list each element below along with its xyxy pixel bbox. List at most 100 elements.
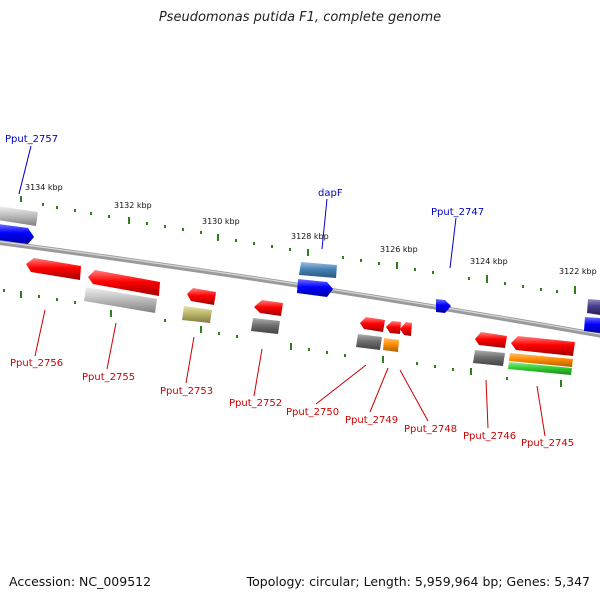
gene-arrow[interactable]: [88, 270, 160, 296]
gene-label[interactable]: Pput_2755: [82, 372, 135, 383]
scale-tick: [289, 248, 291, 251]
scale-tick: [90, 212, 92, 215]
gene-arrow[interactable]: [297, 279, 333, 297]
scale-label: 3132 kbp: [114, 201, 152, 210]
gene-label[interactable]: Pput_2756: [10, 358, 63, 369]
gene-arrow[interactable]: [436, 299, 451, 313]
gene-arrow[interactable]: [26, 258, 81, 280]
scale-tick: [574, 286, 576, 294]
scale-label: 3122 kbp: [559, 267, 597, 276]
leader-line: [315, 364, 367, 405]
gene-label[interactable]: Pput_2757: [5, 134, 58, 145]
scale-tick: [360, 259, 362, 262]
gene-arrow[interactable]: [511, 336, 575, 356]
gene-arrow[interactable]: [386, 321, 401, 334]
scale-tick: [504, 282, 506, 285]
gene-arrow[interactable]: [587, 299, 600, 315]
gene-arrow[interactable]: [254, 300, 283, 316]
gene-label[interactable]: Pput_2747: [431, 207, 484, 218]
gene-arrow[interactable]: [383, 338, 399, 352]
scale-tick: [200, 231, 202, 234]
scale-tick: [271, 245, 273, 248]
gene-label[interactable]: Pput_2750: [286, 407, 339, 418]
leader-line: [536, 385, 546, 437]
scale-tick: [56, 206, 58, 209]
scale-tick: [344, 354, 346, 357]
scale-tick: [146, 222, 148, 225]
scale-tick: [3, 289, 5, 292]
gene-arrow[interactable]: [84, 287, 157, 313]
scale-tick: [74, 301, 76, 304]
leader-line: [449, 217, 457, 269]
scale-label: 3134 kbp: [25, 183, 63, 192]
scale-tick: [342, 256, 344, 259]
scale-tick: [506, 377, 508, 380]
scale-tick: [20, 196, 22, 202]
scale-label: 3130 kbp: [202, 217, 240, 226]
scale-tick: [307, 249, 309, 256]
leader-line: [34, 309, 46, 357]
scale-tick: [38, 295, 40, 298]
gene-arrow[interactable]: [473, 350, 505, 366]
scale-label: 3124 kbp: [470, 257, 508, 266]
gene-label[interactable]: Pput_2753: [160, 386, 213, 397]
scale-tick: [56, 298, 58, 301]
scale-tick: [522, 285, 524, 288]
scale-tick: [164, 225, 166, 228]
gene-arrow[interactable]: [356, 334, 382, 350]
gene-arrow[interactable]: [509, 353, 573, 367]
gene-arrow[interactable]: [0, 206, 38, 226]
inner-tick-ring: [3, 289, 562, 387]
inner-gene-track: [26, 258, 575, 375]
gene-arrow[interactable]: [508, 362, 572, 375]
gene-arrow[interactable]: [360, 317, 385, 332]
accession-label: Accession: NC_009512: [9, 574, 152, 589]
gene-arrow[interactable]: [400, 322, 412, 336]
gene-arrow[interactable]: [584, 317, 600, 333]
leader-line: [321, 198, 328, 250]
scale-tick: [470, 368, 472, 375]
leader-line: [253, 348, 263, 397]
leader-line: [399, 369, 429, 422]
scale-tick: [396, 262, 398, 269]
gene-label[interactable]: dapF: [318, 188, 343, 199]
gene-arrow[interactable]: [251, 318, 280, 334]
scale-tick: [416, 362, 418, 365]
scale-label: 3126 kbp: [380, 245, 418, 254]
genome-summary: Topology: circular; Length: 5,959,964 bp…: [246, 574, 590, 589]
scale-tick: [308, 348, 310, 351]
scale-tick: [20, 291, 22, 298]
scale-tick: [434, 365, 436, 368]
scale-tick: [164, 319, 166, 322]
leader-line: [485, 379, 489, 429]
gene-label[interactable]: Pput_2746: [463, 431, 516, 442]
scale-tick: [200, 326, 202, 333]
scale-tick: [290, 343, 292, 350]
scale-tick: [218, 332, 220, 335]
gene-arrow[interactable]: [299, 262, 337, 278]
leader-line: [18, 145, 32, 195]
scale-tick: [217, 234, 219, 241]
gene-arrow[interactable]: [0, 224, 34, 244]
scale-tick: [560, 380, 562, 387]
scale-tick: [74, 209, 76, 212]
scale-tick: [432, 271, 434, 274]
gene-label[interactable]: Pput_2752: [229, 398, 282, 409]
scale-tick: [540, 288, 542, 291]
gene-label[interactable]: Pput_2749: [345, 415, 398, 426]
gene-arrow[interactable]: [187, 288, 216, 305]
scale-tick: [382, 356, 384, 363]
leader-line: [185, 336, 195, 384]
gene-arrow[interactable]: [182, 306, 212, 323]
scale-tick: [253, 242, 255, 245]
scale-tick: [108, 215, 110, 218]
outer-gene-track: [0, 206, 600, 333]
map-title: Pseudomonas putida F1, complete genome: [158, 10, 442, 25]
leader-lines: [18, 145, 546, 437]
gene-label[interactable]: Pput_2745: [521, 438, 574, 449]
gene-label[interactable]: Pput_2748: [404, 424, 457, 435]
scale-tick: [326, 351, 328, 354]
gene-arrow[interactable]: [475, 332, 507, 348]
scale-tick: [486, 275, 488, 283]
